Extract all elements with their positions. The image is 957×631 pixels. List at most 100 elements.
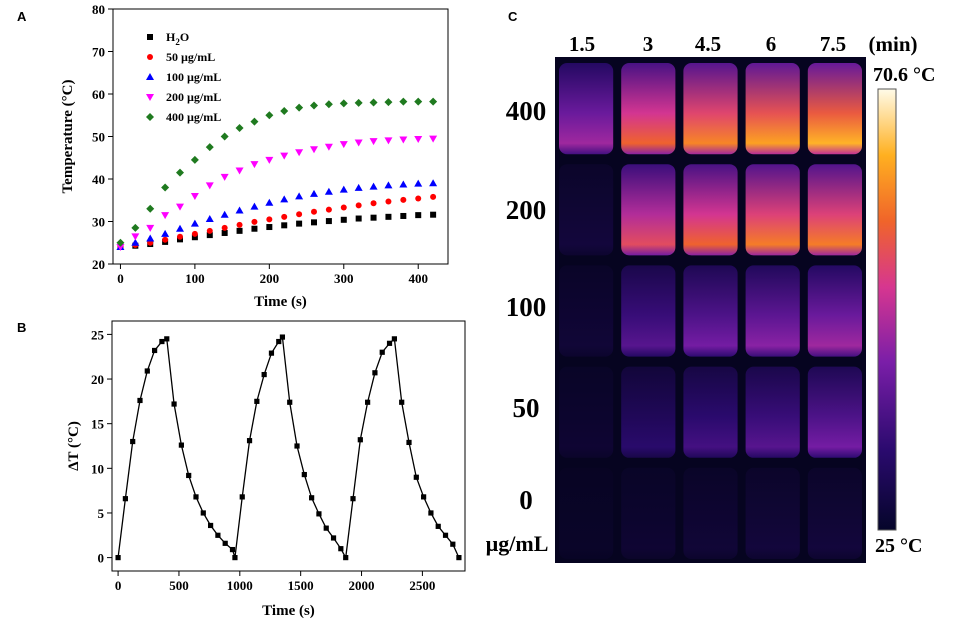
data-point — [190, 155, 199, 164]
data-point — [239, 494, 245, 500]
data-point — [324, 187, 333, 195]
vial-cell — [807, 366, 862, 458]
data-point — [429, 97, 438, 106]
data-point — [400, 212, 407, 219]
x-axis-label-a: Time (s) — [254, 294, 307, 310]
data-point — [254, 398, 260, 404]
data-point — [354, 98, 363, 107]
data-point — [220, 210, 229, 218]
data-point — [235, 206, 244, 214]
legend-label: 50 µg/mL — [166, 50, 215, 64]
data-point — [354, 183, 363, 191]
y-tick-label-a: 50 — [92, 130, 105, 145]
vial-cell — [745, 265, 800, 357]
data-point — [152, 347, 158, 354]
data-point — [399, 97, 408, 106]
data-point — [385, 198, 392, 205]
x-tick-label-a: 200 — [260, 271, 280, 286]
data-point — [276, 338, 282, 345]
data-point — [414, 179, 423, 187]
data-point — [343, 555, 349, 561]
legend-marker — [146, 94, 154, 101]
data-point — [191, 234, 198, 241]
data-point — [159, 338, 165, 345]
data-point — [130, 438, 136, 445]
scale-max-label: 70.6 °C — [873, 64, 935, 86]
y-tick-label-b: 10 — [91, 461, 104, 476]
legend-label: H2O — [166, 30, 189, 47]
vial-cell — [807, 164, 862, 256]
data-point — [144, 368, 150, 374]
vial-cell — [621, 467, 676, 559]
data-point — [265, 156, 274, 164]
time-label: 3 — [643, 32, 654, 56]
x-tick-label-b: 0 — [115, 578, 122, 593]
data-point — [456, 555, 462, 561]
data-point — [268, 350, 275, 356]
data-point — [399, 180, 408, 188]
data-point — [186, 472, 192, 479]
vial-cell — [621, 366, 676, 458]
vial-cell — [745, 63, 800, 155]
data-point — [250, 161, 259, 169]
data-point — [301, 471, 307, 478]
x-tick-label-a: 400 — [408, 271, 428, 286]
data-point — [384, 181, 393, 189]
data-point — [176, 203, 184, 211]
vial-cell — [807, 265, 862, 357]
data-point — [205, 182, 214, 190]
data-point — [235, 124, 244, 132]
data-point — [236, 221, 243, 228]
y-axis-label-a: Temperature (°C) — [60, 80, 76, 194]
vial-cell — [683, 164, 738, 256]
x-tick-label-a: 300 — [334, 271, 354, 286]
data-point — [265, 111, 274, 120]
y-tick-label-b: 20 — [91, 372, 104, 387]
data-point — [220, 132, 229, 141]
data-point — [430, 211, 437, 218]
data-point — [379, 349, 385, 355]
y-tick-label-a: 60 — [92, 87, 105, 102]
data-point — [413, 474, 419, 480]
data-point — [386, 340, 393, 346]
data-point — [176, 224, 184, 232]
data-point — [246, 438, 253, 444]
vial-cell — [559, 467, 614, 559]
data-point — [310, 146, 318, 154]
data-point — [415, 212, 422, 219]
data-point — [131, 223, 140, 232]
data-point — [369, 182, 378, 190]
legend-marker — [147, 54, 153, 60]
data-point — [266, 216, 273, 223]
data-point — [146, 224, 155, 232]
data-point — [435, 523, 441, 529]
data-point — [280, 195, 289, 203]
vial-cell — [621, 164, 676, 256]
data-point — [421, 494, 427, 500]
data-point — [295, 149, 304, 157]
time-label: (min) — [869, 32, 918, 56]
data-point — [324, 100, 333, 109]
vial-cell — [745, 467, 800, 559]
data-point — [232, 555, 238, 561]
time-label: 6 — [766, 32, 777, 56]
y-tick-label-a: 20 — [92, 257, 105, 272]
data-point — [281, 222, 288, 229]
concentration-label: 100 — [506, 292, 547, 322]
vial-cell — [683, 366, 738, 458]
y-tick-label-b: 15 — [91, 417, 105, 432]
data-point — [206, 227, 213, 234]
data-point — [220, 173, 229, 181]
x-tick-label-b: 2500 — [409, 578, 435, 593]
data-point — [131, 238, 140, 246]
data-point — [207, 522, 214, 529]
data-point — [340, 216, 347, 223]
data-point — [176, 168, 184, 177]
data-point — [178, 442, 184, 448]
data-point — [250, 117, 259, 126]
vial-cell — [621, 63, 676, 155]
data-point — [190, 193, 199, 200]
y-tick-label-b: 25 — [91, 327, 105, 342]
data-point — [137, 397, 143, 404]
concentration-label: 0 — [519, 485, 533, 515]
